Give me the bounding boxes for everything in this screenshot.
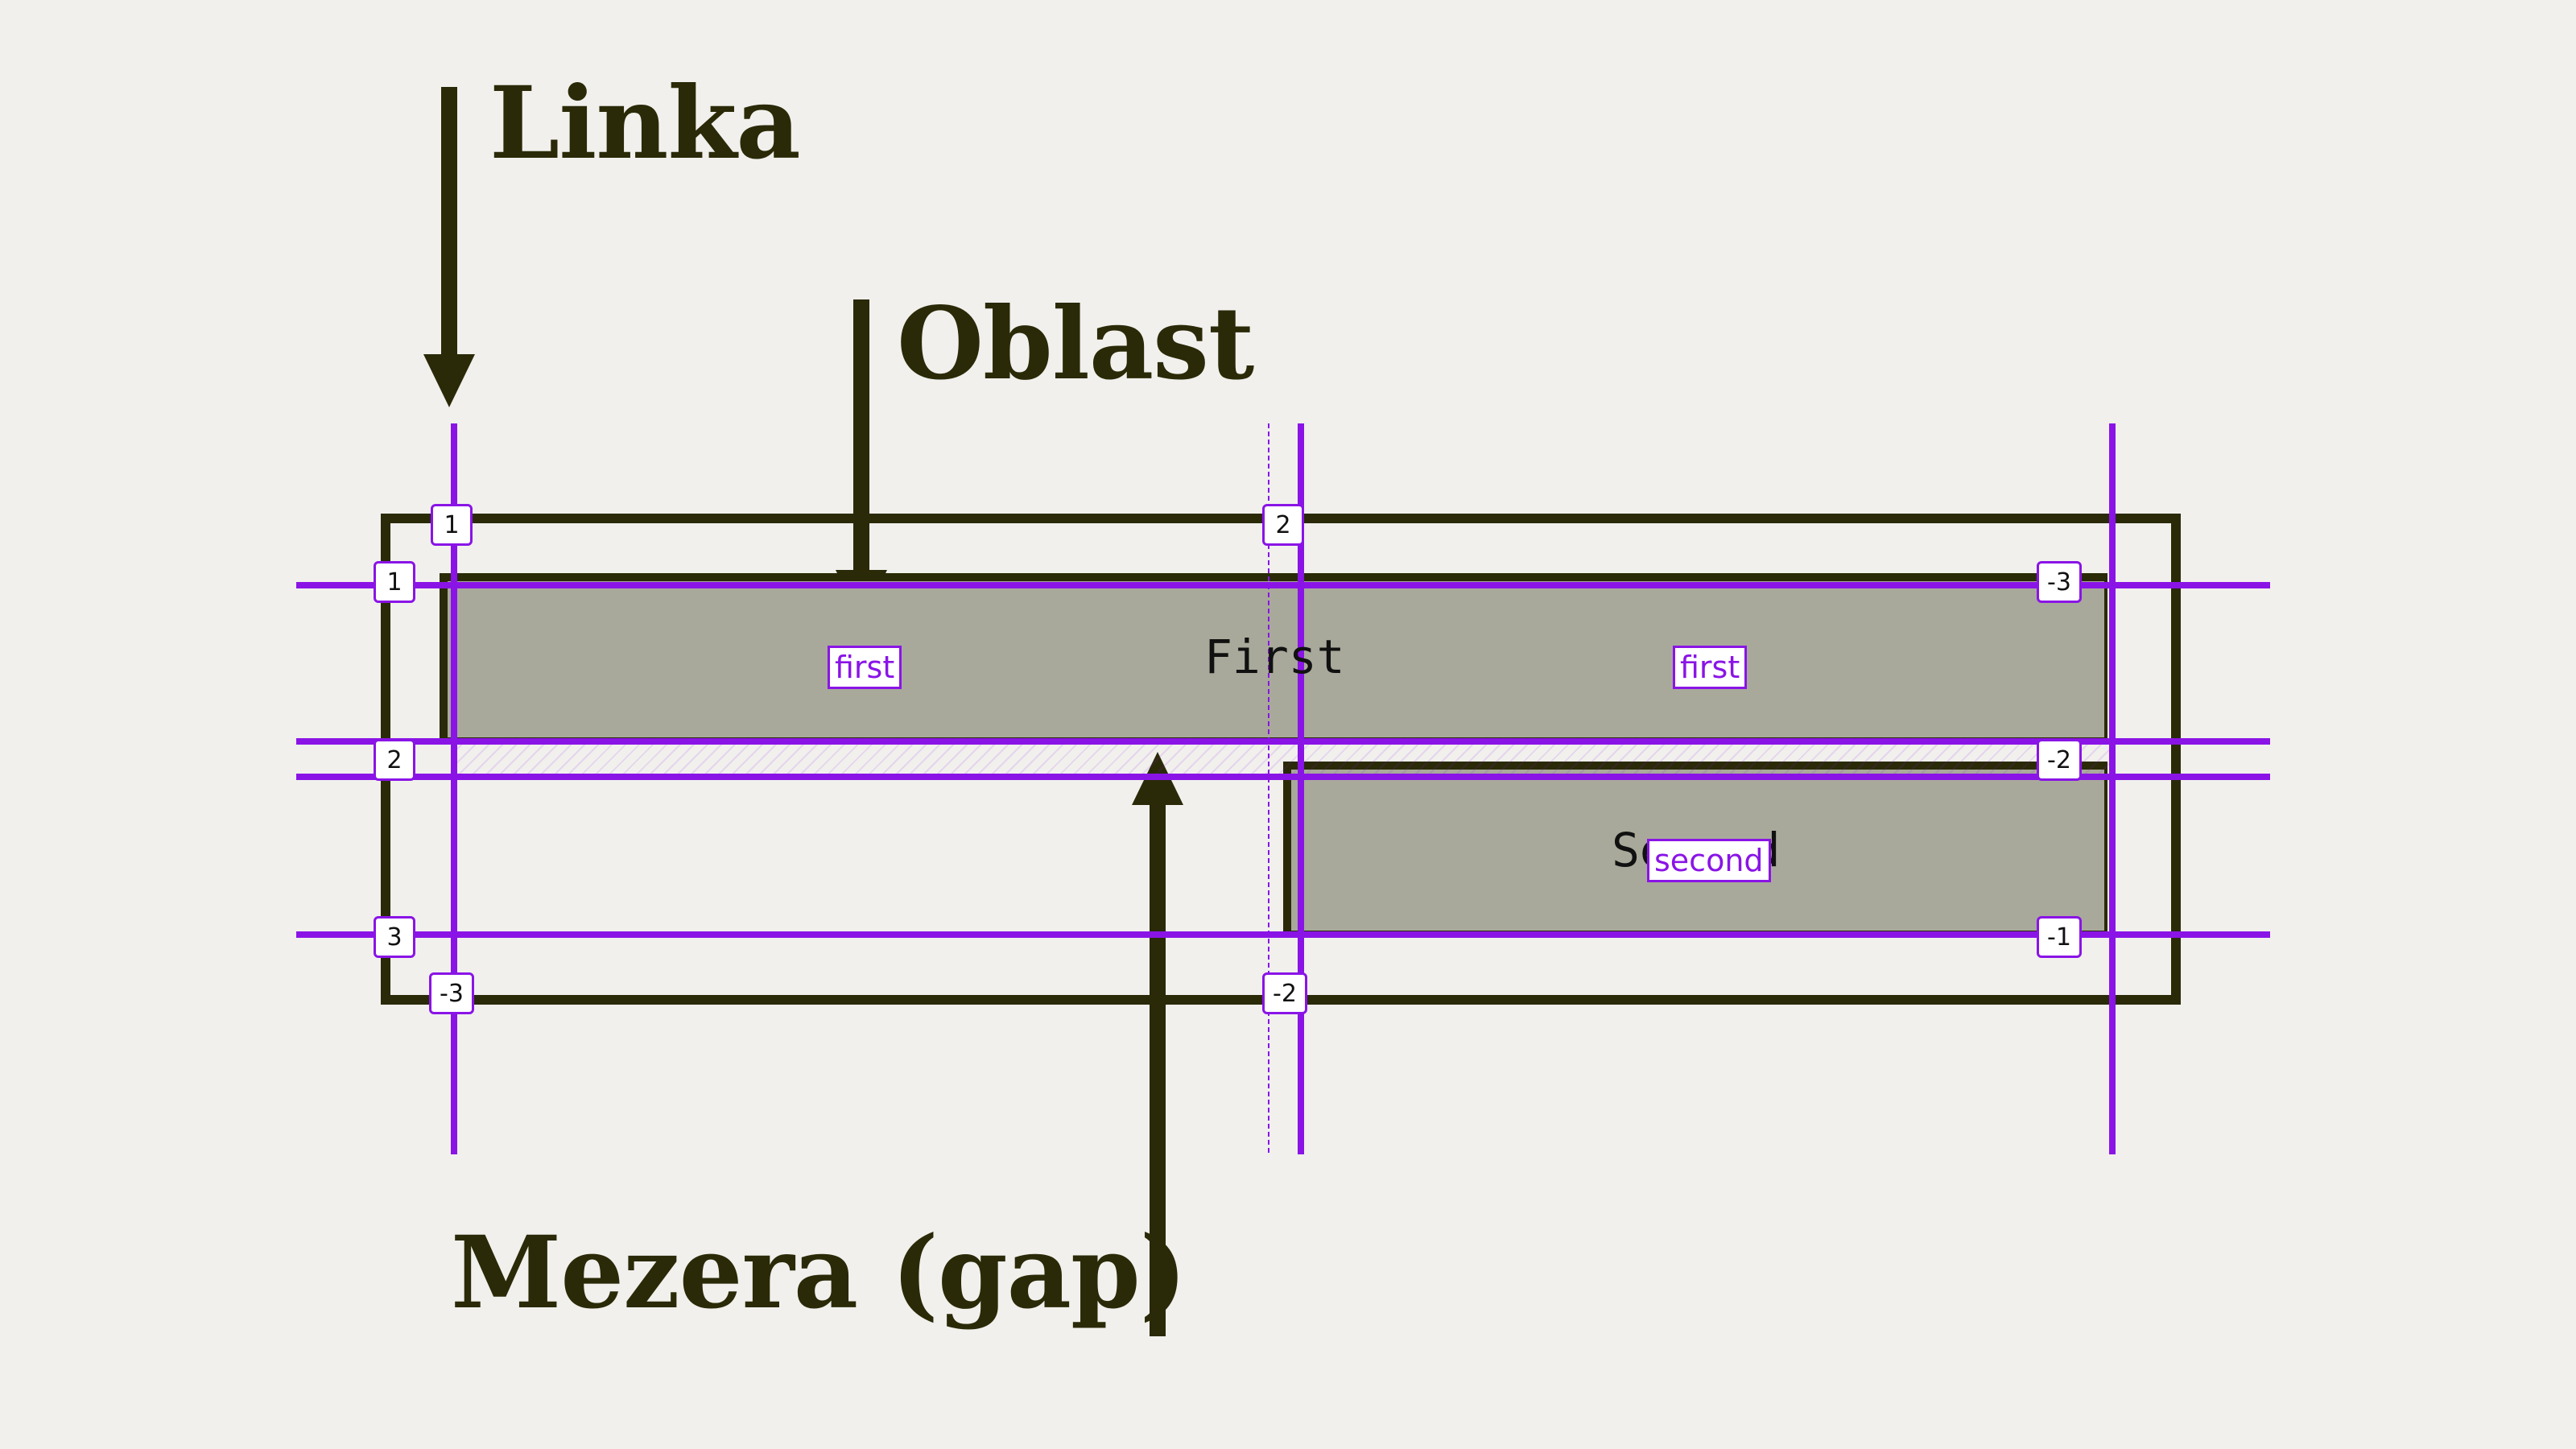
label-oblast: Oblast [897,286,1254,402]
col-line-number-bottom: -3 [429,972,474,1014]
label-linka: Linka [489,65,801,182]
row-line-number-left: 1 [374,561,415,603]
area-label-first-left: first [828,646,902,689]
item-text-first: First [1204,630,1345,684]
row-line-number-left: 2 [374,739,415,781]
grid-line-col-gap-edge [1268,423,1269,1154]
grid-line-row-1 [296,582,2270,588]
grid-line-row-2a [296,738,2270,745]
row-line-number-right: -3 [2037,561,2082,603]
grid-line-col-2 [1298,423,1304,1154]
grid-line-row-3 [296,931,2270,938]
grid-line-row-2b [296,774,2270,780]
col-line-number-top: 1 [431,504,473,546]
area-label-first-right: first [1673,646,1748,689]
grid-line-col-1 [451,423,457,1154]
grid-gap [451,741,2109,774]
row-line-number-right: -2 [2037,739,2082,781]
col-line-number-top: 2 [1262,504,1304,546]
area-label-second: second [1647,839,1771,882]
label-mezera: Mezera (gap) [451,1215,1187,1331]
row-line-number-left: 3 [374,916,415,958]
row-line-number-right: -1 [2037,916,2082,958]
col-line-number-bottom: -2 [1262,972,1307,1014]
grid-line-col-3 [2109,423,2116,1154]
